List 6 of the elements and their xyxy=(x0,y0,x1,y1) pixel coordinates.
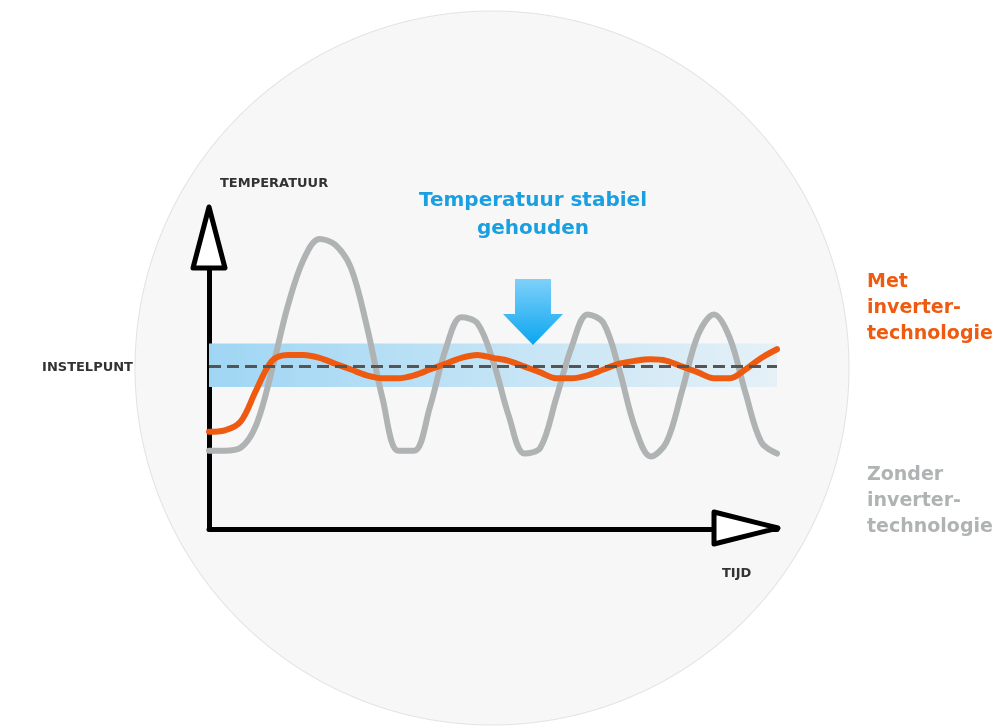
text: Met inverter-technologie xyxy=(867,269,993,343)
y-axis-title: TEMPERATUUR xyxy=(220,175,329,190)
text: Zonder inverter-technologie xyxy=(867,462,993,536)
x-axis-title: TIJD xyxy=(722,565,752,580)
ref-line-label: INSTELPUNT xyxy=(42,359,134,375)
annotation: Temperatuur stabiel gehouden xyxy=(417,186,648,241)
